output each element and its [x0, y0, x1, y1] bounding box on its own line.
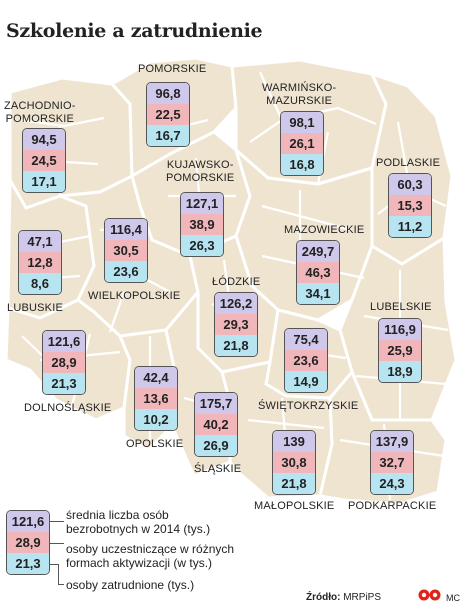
- activation-value: 29,3: [215, 314, 257, 335]
- region-label-wielkopolskie: WIELKOPOLSKIE: [88, 290, 181, 302]
- activation-value: 46,3: [297, 262, 339, 283]
- source-note: Źródło: MRPiPS: [306, 592, 381, 603]
- employed-value: 34,1: [297, 283, 339, 304]
- employed-value: 23,6: [105, 261, 147, 282]
- region-values-box: 47,1 12,8 8,6: [18, 230, 62, 295]
- author-initials: MC: [446, 593, 460, 603]
- region-label-lodzkie: ŁÓDZKIE: [212, 276, 261, 288]
- unemployed-value: 75,4: [285, 329, 327, 350]
- region-label-lubuskie: LUBUSKIE: [7, 302, 64, 314]
- employed-value: 16,7: [147, 125, 189, 146]
- region-values-box: 96,8 22,5 16,7: [146, 82, 190, 147]
- region-label-swietokrzyskie: ŚWIĘTOKRZYSKIE: [258, 400, 359, 412]
- employed-value: 24,3: [371, 473, 413, 494]
- source-value: MRPiPS: [343, 592, 382, 603]
- region-values-box: 139 30,8 21,8: [272, 430, 316, 495]
- region-label-zachodniopomorskie: ZACHODNIO- POMORSKIE: [4, 100, 76, 125]
- unemployed-value: 94,5: [23, 129, 65, 150]
- legend-employed-label: osoby zatrudnione (tys.): [66, 578, 195, 592]
- legend-employed-value: 21,3: [7, 553, 49, 574]
- unemployed-value: 121,6: [43, 331, 85, 352]
- region-label-kujawsko-pomorskie: KUJAWSKO- POMORSKIE: [166, 159, 235, 184]
- map-title: Szkolenie a zatrudnienie: [6, 20, 263, 42]
- unemployed-value: 175,7: [195, 393, 237, 414]
- region-values-box: 126,2 29,3 21,8: [214, 292, 258, 357]
- employed-value: 26,3: [181, 235, 223, 256]
- activation-value: 30,8: [273, 452, 315, 473]
- employed-value: 11,2: [389, 216, 431, 237]
- region-label-opolskie: OPOLSKIE: [126, 438, 184, 450]
- activation-value: 30,5: [105, 240, 147, 261]
- legend-sample-box: 121,6 28,9 21,3: [6, 510, 50, 575]
- activation-value: 26,1: [281, 133, 323, 154]
- unemployed-value: 60,3: [389, 174, 431, 195]
- activation-value: 28,9: [43, 352, 85, 373]
- unemployed-value: 249,7: [297, 241, 339, 262]
- region-label-malopolskie: MAŁOPOLSKIE: [254, 500, 335, 512]
- legend-unemployed-label: średnia liczba osób bezrobotnych w 2014 …: [66, 508, 211, 536]
- region-values-box: 94,5 24,5 17,1: [22, 128, 66, 193]
- region-values-box: 98,1 26,1 16,8: [280, 111, 324, 176]
- employed-value: 21,3: [43, 373, 85, 394]
- region-values-box: 249,7 46,3 34,1: [296, 240, 340, 305]
- legend-leader-line: [58, 564, 59, 584]
- legend-leader-line: [58, 584, 64, 585]
- unemployed-value: 126,2: [215, 293, 257, 314]
- publisher-logo-icon: [418, 589, 441, 601]
- unemployed-value: 139: [273, 431, 315, 452]
- region-label-mazowieckie: MAZOWIECKIE: [284, 224, 365, 236]
- unemployed-value: 96,8: [147, 83, 189, 104]
- region-label-podlaskie: PODLASKIE: [376, 157, 441, 169]
- employed-value: 26,9: [195, 435, 237, 456]
- unemployed-value: 116,9: [379, 319, 421, 340]
- employed-value: 17,1: [23, 171, 65, 192]
- region-values-box: 60,3 15,3 11,2: [388, 173, 432, 238]
- legend-activation-value: 28,9: [7, 532, 49, 553]
- region-label-podkarpackie: PODKARPACKIE: [348, 500, 437, 512]
- unemployed-value: 98,1: [281, 112, 323, 133]
- region-values-box: 42,4 13,6 10,2: [134, 366, 178, 431]
- unemployed-value: 137,9: [371, 431, 413, 452]
- activation-value: 22,5: [147, 104, 189, 125]
- activation-value: 40,2: [195, 414, 237, 435]
- region-values-box: 121,6 28,9 21,3: [42, 330, 86, 395]
- source-label: Źródło:: [306, 592, 341, 603]
- employed-value: 10,2: [135, 409, 177, 430]
- activation-value: 15,3: [389, 195, 431, 216]
- activation-value: 32,7: [371, 452, 413, 473]
- employed-value: 16,8: [281, 154, 323, 175]
- region-label-pomorskie: POMORSKIE: [138, 63, 207, 75]
- region-values-box: 116,9 25,9 18,9: [378, 318, 422, 383]
- employed-value: 18,9: [379, 361, 421, 382]
- unemployed-value: 42,4: [135, 367, 177, 388]
- region-values-box: 116,4 30,5 23,6: [104, 218, 148, 283]
- legend-unemployed-value: 121,6: [7, 511, 49, 532]
- unemployed-value: 116,4: [105, 219, 147, 240]
- region-values-box: 75,4 23,6 14,9: [284, 328, 328, 393]
- activation-value: 12,8: [19, 252, 61, 273]
- activation-value: 38,9: [181, 214, 223, 235]
- unemployed-value: 127,1: [181, 193, 223, 214]
- region-values-box: 137,9 32,7 24,3: [370, 430, 414, 495]
- employed-value: 8,6: [19, 273, 61, 294]
- activation-value: 25,9: [379, 340, 421, 361]
- legend-activation-label: osoby uczestniczące w różnych formach ak…: [66, 542, 235, 570]
- unemployed-value: 47,1: [19, 231, 61, 252]
- employed-value: 21,8: [273, 473, 315, 494]
- region-label-dolnoslaskie: DOLNOŚLĄSKIE: [24, 402, 112, 414]
- legend-leader-line: [50, 564, 58, 565]
- region-label-slaskie: ŚLĄSKIE: [194, 463, 242, 475]
- activation-value: 13,6: [135, 388, 177, 409]
- activation-value: 23,6: [285, 350, 327, 371]
- legend-leader-line: [50, 543, 64, 544]
- region-label-warminsko-mazurskie: WARMIŃSKO- MAZURSKIE: [262, 82, 337, 107]
- activation-value: 24,5: [23, 150, 65, 171]
- region-values-box: 127,1 38,9 26,3: [180, 192, 224, 257]
- employed-value: 14,9: [285, 371, 327, 392]
- region-label-lubelskie: LUBELSKIE: [370, 301, 432, 313]
- employed-value: 21,8: [215, 335, 257, 356]
- region-values-box: 175,7 40,2 26,9: [194, 392, 238, 457]
- legend-leader-line: [50, 521, 64, 522]
